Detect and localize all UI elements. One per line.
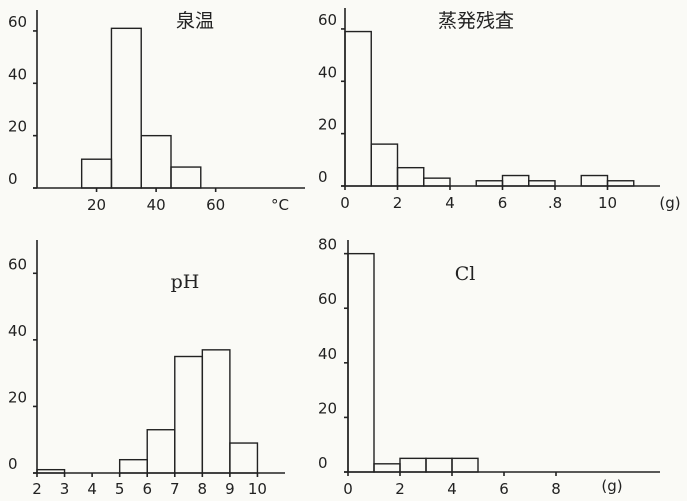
y-tick-label: 80 xyxy=(318,236,337,254)
chart-panel-1: 泉温 0 20 40 60 20 40 60 °C xyxy=(8,10,305,214)
x-tick-label: 5 xyxy=(115,480,125,498)
x-tick-label: 9 xyxy=(225,480,235,498)
y-tick-label: 60 xyxy=(8,255,27,273)
y-tick-label: 60 xyxy=(318,290,337,308)
x-tick-label: 2 xyxy=(395,480,405,498)
x-unit-label: °C xyxy=(271,196,289,214)
y-tick-label: 60 xyxy=(318,11,337,29)
histogram-bar xyxy=(423,177,451,187)
x-tick-label: 2 xyxy=(32,480,42,498)
x-tick-label: 10 xyxy=(598,194,617,212)
histogram-bar xyxy=(373,463,401,473)
y-tick-label: 40 xyxy=(318,63,337,81)
x-tick-label: 8 xyxy=(198,480,208,498)
x-tick-label: 60 xyxy=(206,196,225,214)
x-unit-label: (g) xyxy=(601,477,622,495)
histogram-bar xyxy=(425,457,453,473)
x-tick-label: 6 xyxy=(498,194,508,212)
chart-panel-2: 蒸発残査 0 20 40 60 0 2 4 6 .8 10 (g) xyxy=(318,8,681,212)
x-tick-label: 10 xyxy=(248,480,267,498)
chart-title: pH xyxy=(171,271,200,293)
x-tick-label: 8 xyxy=(551,480,561,498)
histogram-bar xyxy=(344,30,372,187)
x-tick-label: 4 xyxy=(445,194,455,212)
chart-panel-3: pH 0 20 40 60 2 3 4 5 6 7 8 9 10 xyxy=(8,240,285,498)
histogram-bar xyxy=(118,458,148,474)
x-tick-label: 3 xyxy=(60,480,70,498)
x-tick-label: .8 xyxy=(548,194,562,212)
histogram-bar xyxy=(399,457,427,473)
histogram-bar xyxy=(110,27,142,189)
x-tick-label: 6 xyxy=(499,480,509,498)
x-tick-label: 6 xyxy=(142,480,152,498)
y-tick-label: 0 xyxy=(318,454,328,472)
histogram-bar xyxy=(201,349,231,474)
histogram-bar xyxy=(370,143,399,187)
histogram-bar xyxy=(146,429,176,474)
histogram-bar xyxy=(174,355,204,474)
histogram-bar xyxy=(528,180,556,187)
y-tick-label: 20 xyxy=(8,388,27,406)
y-tick-label: 0 xyxy=(8,455,18,473)
chart-title: 泉温 xyxy=(176,10,214,32)
histogram-bar xyxy=(36,468,66,474)
histogram-bar xyxy=(580,174,609,187)
chart-panel-4: Cl 0 20 40 60 80 0 2 4 6 8 (g) xyxy=(318,236,660,498)
x-tick-label: 2 xyxy=(393,194,403,212)
y-tick-label: 20 xyxy=(8,118,27,136)
x-tick-label: 0 xyxy=(343,480,353,498)
histogram-bar xyxy=(396,166,425,187)
x-unit-label: (g) xyxy=(659,194,680,212)
x-tick-label: 40 xyxy=(147,196,166,214)
chart-title: 蒸発残査 xyxy=(438,10,514,32)
y-tick-label: 20 xyxy=(318,116,337,134)
histogram-bar xyxy=(501,174,530,187)
y-tick-label: 0 xyxy=(318,168,328,186)
histogram-bar xyxy=(229,442,259,474)
x-tick-label: 4 xyxy=(87,480,97,498)
y-tick-label: 40 xyxy=(8,65,27,83)
histogram-bar xyxy=(170,166,202,189)
histogram-bar xyxy=(451,457,479,473)
y-tick-label: 40 xyxy=(8,322,27,340)
x-tick-label: 7 xyxy=(170,480,180,498)
y-tick-label: 40 xyxy=(318,345,337,363)
histogram-bar xyxy=(80,158,113,189)
histogram-bar xyxy=(606,180,635,187)
y-tick-label: 0 xyxy=(8,170,18,188)
histogram-bar xyxy=(347,252,375,473)
x-tick-label: 20 xyxy=(87,196,106,214)
y-tick-label: 60 xyxy=(8,13,27,31)
x-tick-label: 0 xyxy=(340,194,350,212)
histogram-bar xyxy=(140,134,172,189)
chart-title: Cl xyxy=(455,263,476,285)
y-tick-label: 20 xyxy=(318,399,337,417)
x-tick-label: 4 xyxy=(447,480,457,498)
